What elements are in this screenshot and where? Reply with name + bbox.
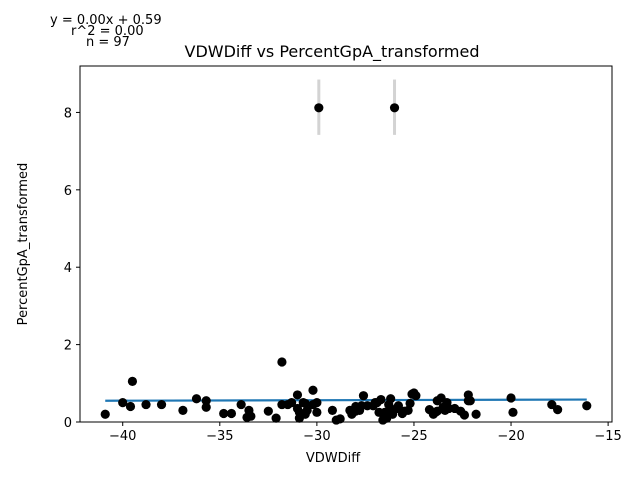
data-point-3 (127, 376, 138, 386)
data-point-84 (465, 396, 475, 406)
data-point-68 (411, 391, 421, 401)
data-point-37 (335, 414, 345, 424)
x-tick-label: −15 (594, 429, 621, 444)
data-point-86 (506, 393, 516, 403)
data-point-21 (287, 398, 297, 408)
data-point-35 (327, 405, 338, 415)
data-point-50 (376, 394, 386, 405)
y-tick-label: 0 (64, 416, 72, 431)
x-tick-label: −35 (206, 429, 233, 444)
fit-line (105, 398, 587, 402)
data-point-87 (508, 407, 518, 417)
axes-frame (79, 65, 613, 423)
sample-size-annotation: n = 97 (86, 35, 130, 50)
y-tick-label: 6 (64, 184, 72, 199)
data-point-59 (389, 103, 400, 113)
data-point-17 (271, 413, 281, 423)
x-tick-label: −20 (497, 429, 524, 444)
x-axis: −40 −35 −30 −25 −20 −15 (109, 422, 622, 444)
x-tick-label: −30 (303, 429, 330, 444)
data-point-64 (403, 405, 413, 415)
data-point-31 (308, 385, 318, 395)
data-point-33 (312, 398, 322, 408)
data-point-65 (405, 398, 415, 409)
data-point-4 (141, 399, 151, 410)
data-point-5 (156, 399, 167, 410)
data-point-85 (471, 409, 481, 419)
x-tick-label: −40 (109, 429, 136, 444)
chart-title: VDWDiff vs PercentGpA_transformed (185, 42, 480, 62)
y-tick-label: 8 (64, 106, 72, 121)
y-tick-label: 2 (64, 339, 72, 354)
data-point-10 (219, 408, 229, 419)
plot-area (100, 79, 592, 425)
data-point-61 (393, 401, 404, 411)
data-point-44 (358, 391, 369, 401)
data-point-8 (201, 396, 211, 406)
data-point-32 (312, 407, 322, 417)
data-point-12 (236, 399, 246, 410)
data-point-57 (386, 394, 396, 404)
data-point-6 (178, 405, 188, 415)
data-point-16 (263, 406, 273, 416)
fit-equation-annotation: y = 0.00x + 0.59 (50, 13, 162, 28)
data-point-81 (459, 410, 470, 420)
y-axis-label: PercentGpA_transformed (16, 163, 31, 326)
data-point-18 (277, 357, 287, 367)
data-point-0 (100, 409, 110, 419)
data-point-15 (246, 411, 256, 421)
data-point-9 (201, 402, 211, 412)
data-point-11 (226, 408, 237, 419)
y-axis: 0 2 4 6 8 (64, 106, 80, 431)
x-axis-label: VDWDiff (306, 451, 361, 466)
x-tick-label: −25 (400, 429, 427, 444)
data-point-28 (300, 398, 310, 409)
data-point-90 (582, 401, 592, 411)
y-tick-label: 4 (64, 261, 72, 276)
data-point-29 (302, 405, 312, 415)
data-point-1 (118, 398, 128, 408)
data-point-2 (125, 401, 136, 412)
r-squared-annotation: r^2 = 0.00 (71, 24, 144, 39)
data-point-7 (191, 394, 202, 404)
data-point-22 (292, 390, 303, 400)
data-point-89 (553, 405, 563, 415)
data-point-34 (314, 103, 324, 113)
